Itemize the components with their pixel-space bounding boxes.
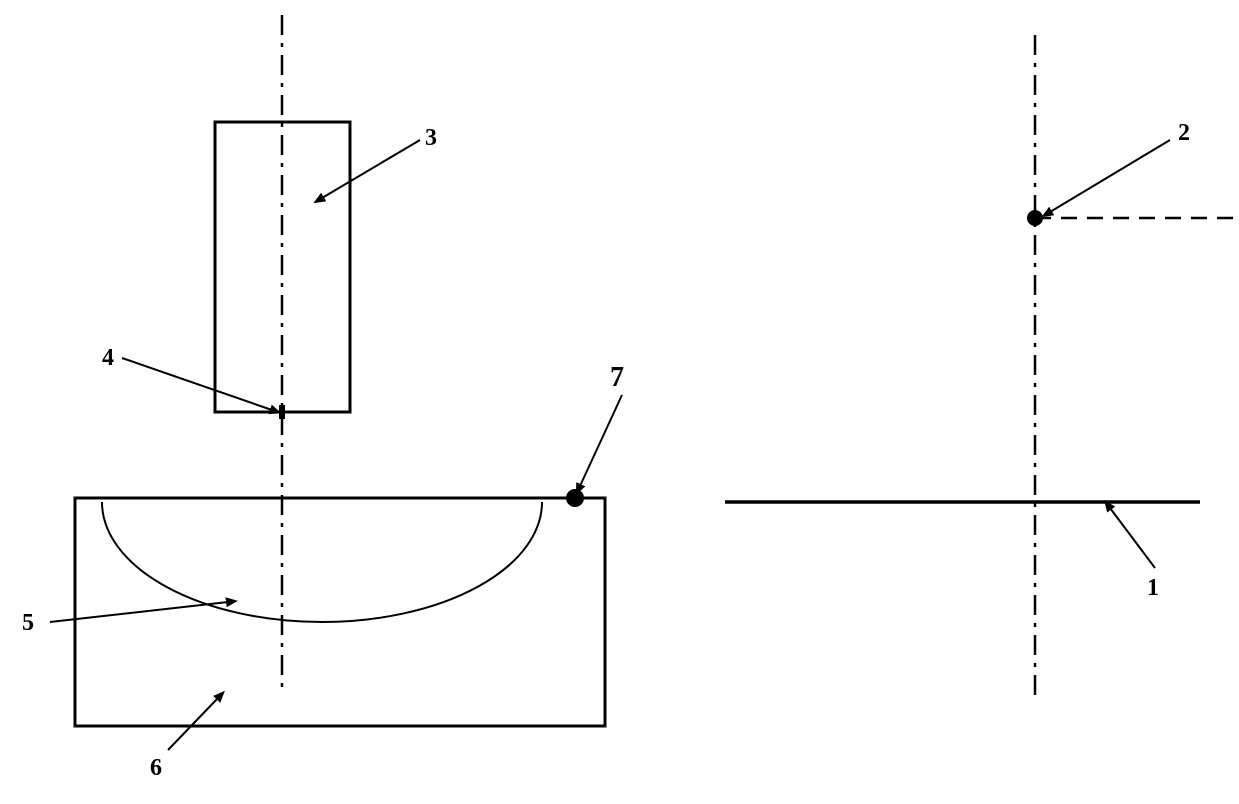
label-7: 7 [610, 362, 624, 394]
label-1: 1 [1147, 575, 1159, 602]
label-5: 5 [22, 610, 34, 637]
leader-1 [1110, 508, 1155, 568]
diagram-svg [0, 0, 1239, 799]
leader-3 [322, 140, 420, 198]
label-4: 4 [102, 345, 114, 372]
point-7 [566, 489, 584, 507]
bottom-rect-6 [75, 498, 605, 726]
mark-4 [279, 405, 285, 419]
leader-2 [1050, 140, 1170, 212]
point-2 [1027, 210, 1043, 226]
arc-5 [102, 502, 542, 622]
label-3: 3 [425, 125, 437, 152]
leader-6 [168, 698, 218, 750]
label-6: 6 [150, 755, 162, 782]
technical-diagram: 1 2 3 4 5 6 7 [0, 0, 1239, 799]
leader-4 [122, 358, 272, 410]
leader-7 [580, 395, 622, 486]
label-2: 2 [1178, 120, 1190, 147]
leader-5 [50, 602, 228, 622]
